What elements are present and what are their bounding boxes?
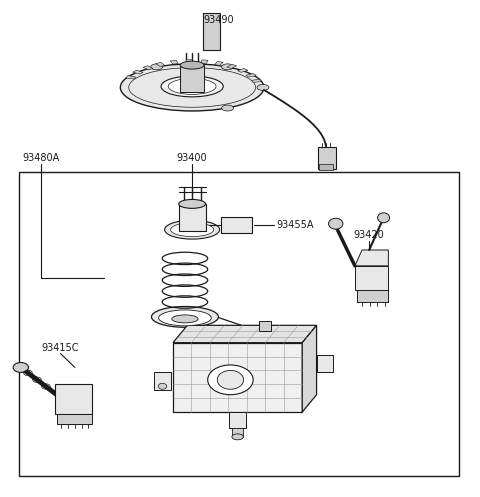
Bar [319, 164, 333, 170]
Text: 93490: 93490 [203, 14, 234, 24]
Bar [229, 412, 246, 428]
Ellipse shape [172, 315, 198, 323]
Ellipse shape [257, 84, 269, 90]
Bar [357, 290, 388, 302]
Polygon shape [126, 76, 136, 79]
Polygon shape [252, 80, 262, 83]
Polygon shape [133, 70, 143, 74]
Ellipse shape [168, 79, 216, 94]
Ellipse shape [328, 218, 343, 229]
Bar [221, 217, 252, 233]
Bar [55, 384, 92, 414]
Ellipse shape [152, 307, 218, 328]
Bar [259, 321, 271, 331]
Ellipse shape [179, 199, 205, 208]
Polygon shape [170, 60, 178, 64]
Ellipse shape [165, 220, 220, 239]
Text: 93480A: 93480A [23, 153, 60, 164]
Polygon shape [302, 326, 317, 412]
Bar [355, 266, 388, 290]
Polygon shape [201, 60, 208, 64]
Bar [180, 65, 204, 92]
Bar [232, 428, 243, 437]
Polygon shape [355, 250, 388, 266]
Bar [203, 13, 220, 50]
Ellipse shape [222, 64, 234, 70]
Polygon shape [238, 69, 248, 73]
Text: 93455A: 93455A [276, 220, 313, 230]
Polygon shape [246, 74, 256, 77]
Text: 93415C: 93415C [42, 342, 79, 353]
Ellipse shape [217, 370, 243, 389]
Ellipse shape [170, 223, 214, 237]
Bar [19, 171, 459, 477]
Polygon shape [173, 326, 317, 342]
Ellipse shape [13, 362, 28, 372]
Ellipse shape [158, 310, 211, 326]
Text: 93400: 93400 [177, 153, 207, 164]
Ellipse shape [378, 213, 390, 223]
Bar [179, 204, 205, 231]
Polygon shape [156, 63, 165, 67]
Ellipse shape [151, 64, 163, 70]
Bar [173, 342, 302, 412]
Polygon shape [227, 64, 237, 69]
Polygon shape [317, 355, 333, 372]
Ellipse shape [161, 76, 223, 97]
Polygon shape [186, 60, 192, 63]
Ellipse shape [158, 383, 167, 389]
Text: 93420: 93420 [354, 230, 384, 240]
Ellipse shape [222, 105, 234, 111]
Polygon shape [215, 62, 223, 66]
Bar [318, 147, 336, 169]
Polygon shape [143, 66, 153, 70]
Bar [57, 414, 92, 424]
Ellipse shape [180, 61, 204, 69]
Ellipse shape [129, 68, 255, 107]
Polygon shape [154, 372, 170, 390]
Ellipse shape [232, 434, 243, 440]
Ellipse shape [208, 365, 253, 395]
Ellipse shape [120, 64, 264, 111]
